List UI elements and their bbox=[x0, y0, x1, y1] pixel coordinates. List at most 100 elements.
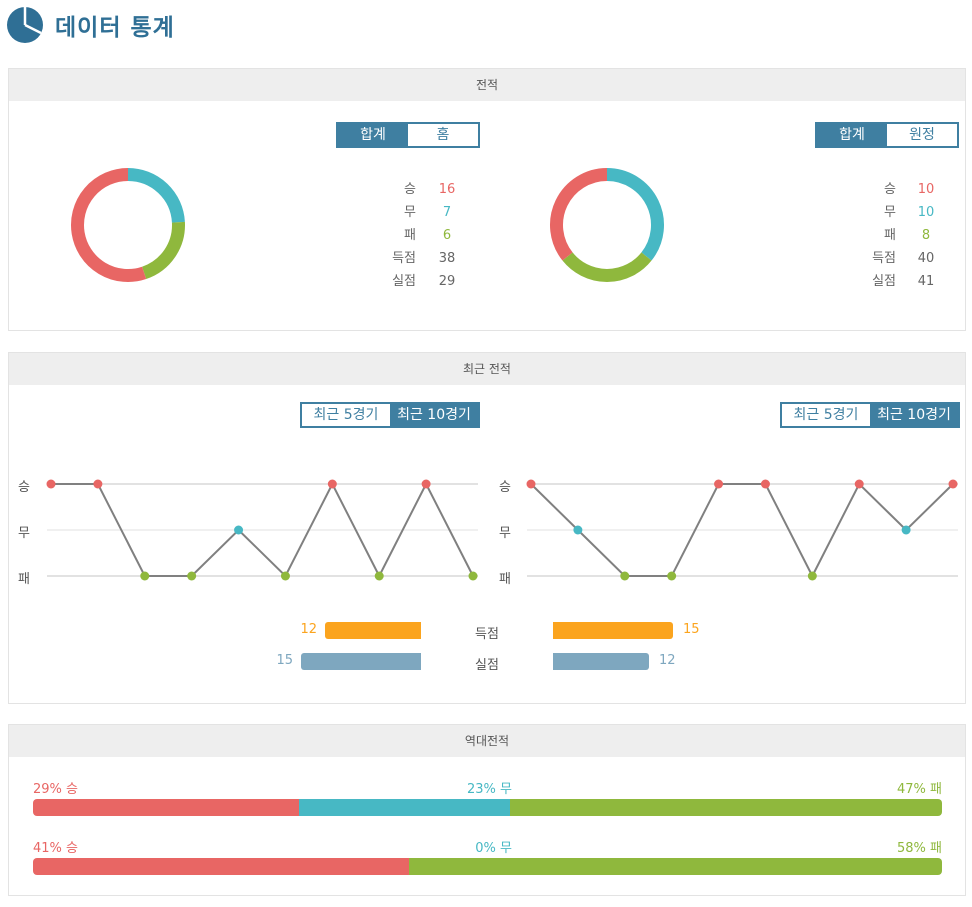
form-point-W bbox=[854, 479, 864, 489]
stat-scored-label: 득점 bbox=[376, 247, 416, 270]
form-point-W bbox=[948, 479, 958, 489]
form-line bbox=[51, 481, 474, 579]
level-label: 패 bbox=[18, 572, 30, 587]
stat-draw-label: 무 bbox=[376, 201, 416, 224]
tab-away[interactable]: 원정 bbox=[887, 124, 957, 146]
form-point-W bbox=[760, 479, 770, 489]
form-line bbox=[530, 482, 954, 579]
recent-toggle-right: 최근 5경기 최근 10경기 bbox=[780, 402, 960, 428]
conceded-label: 실점 bbox=[475, 658, 499, 673]
stat-label: 무 bbox=[884, 205, 896, 220]
stat-value: 6 bbox=[442, 228, 452, 243]
level-label: 패 bbox=[499, 572, 511, 587]
h2h-win-label: 29% 승 bbox=[33, 782, 78, 797]
stat-label: 패 bbox=[404, 228, 416, 243]
stat-value: 40 bbox=[917, 251, 935, 266]
scored-value-right: 15 bbox=[683, 622, 700, 637]
recent-form-charts bbox=[46, 479, 958, 581]
stat-label: 득점 bbox=[872, 251, 896, 266]
h2h-header: 역대전적 bbox=[9, 725, 965, 757]
stat-win-value: 10 bbox=[911, 178, 941, 201]
conceded-bar-left bbox=[301, 653, 421, 670]
donut-slice-loss bbox=[141, 221, 185, 280]
stat-conceded-label: 실점 bbox=[856, 270, 896, 293]
h2h-loss-label: 58% 패 bbox=[897, 841, 942, 856]
stat-scored-label: 득점 bbox=[856, 247, 896, 270]
stat-value: 10 bbox=[917, 182, 935, 197]
tab-recent-10[interactable]: 최근 10경기 bbox=[390, 404, 478, 426]
record-donut-right bbox=[550, 168, 664, 282]
stat-loss-value: 8 bbox=[911, 224, 941, 247]
stat-label: 무 bbox=[404, 205, 416, 220]
h2h-loss-label: 47% 패 bbox=[897, 782, 942, 797]
form-point-L bbox=[280, 571, 290, 581]
h2h-win-segment bbox=[33, 858, 410, 875]
conceded-value-right: 12 bbox=[659, 653, 676, 668]
tab-home[interactable]: 홈 bbox=[408, 124, 478, 146]
form-point-L bbox=[807, 571, 817, 581]
scored-bar-right bbox=[553, 622, 673, 639]
form-point-L bbox=[620, 571, 630, 581]
tab-total[interactable]: 합계 bbox=[338, 124, 408, 146]
stat-loss-value: 6 bbox=[432, 224, 462, 247]
scored-bar-left bbox=[325, 622, 421, 639]
scored-value-left: 12 bbox=[300, 622, 317, 637]
h2h-loss-segment bbox=[510, 799, 942, 816]
tab-recent-5[interactable]: 최근 5경기 bbox=[302, 404, 390, 426]
h2h-win-label: 41% 승 bbox=[33, 841, 78, 856]
stat-loss-label: 패 bbox=[376, 224, 416, 247]
form-point-W bbox=[421, 479, 431, 489]
stat-scored-value: 38 bbox=[432, 247, 462, 270]
stat-value: 7 bbox=[442, 205, 452, 220]
stat-conceded-label: 실점 bbox=[376, 270, 416, 293]
scored-label: 득점 bbox=[475, 627, 499, 642]
h2h-draw-segment bbox=[299, 799, 511, 816]
stat-draw-label: 무 bbox=[856, 201, 896, 224]
form-point-L bbox=[374, 571, 384, 581]
form-point-L bbox=[468, 571, 478, 581]
h2h-draw-label: 0% 무 bbox=[475, 841, 512, 856]
form-point-D bbox=[234, 525, 244, 535]
form-point-W bbox=[714, 479, 724, 489]
away-toggle: 합계 원정 bbox=[815, 122, 959, 148]
form-point-L bbox=[187, 571, 197, 581]
stat-win-label: 승 bbox=[856, 178, 896, 201]
stat-label: 승 bbox=[884, 182, 896, 197]
stat-label: 실점 bbox=[392, 274, 416, 289]
stat-label: 패 bbox=[884, 228, 896, 243]
tab-recent-10[interactable]: 최근 10경기 bbox=[870, 404, 958, 426]
tab-recent-5[interactable]: 최근 5경기 bbox=[782, 404, 870, 426]
tab-total[interactable]: 합계 bbox=[817, 124, 887, 146]
level-label: 무 bbox=[499, 526, 511, 541]
stat-value: 8 bbox=[921, 228, 931, 243]
stat-loss-label: 패 bbox=[856, 224, 896, 247]
stat-value: 16 bbox=[438, 182, 456, 197]
level-label: 승 bbox=[499, 480, 511, 495]
h2h-bar bbox=[33, 858, 942, 875]
stat-draw-value: 10 bbox=[911, 201, 941, 224]
stat-win-value: 16 bbox=[432, 178, 462, 201]
stat-label: 득점 bbox=[392, 251, 416, 266]
stat-conceded-value: 41 bbox=[911, 270, 941, 293]
page-title: 데이터 통계 bbox=[55, 15, 175, 41]
pie-chart-icon bbox=[7, 7, 43, 43]
donut-slice-draw bbox=[606, 168, 664, 261]
h2h-loss-segment bbox=[409, 858, 942, 875]
form-point-W bbox=[327, 479, 337, 489]
conceded-value-left: 15 bbox=[276, 653, 293, 668]
donut-slice-draw bbox=[127, 168, 185, 223]
stat-scored-value: 40 bbox=[911, 247, 941, 270]
donut-slice-loss bbox=[562, 252, 652, 282]
form-point-W bbox=[46, 479, 56, 489]
form-point-D bbox=[901, 525, 911, 535]
stat-conceded-value: 29 bbox=[432, 270, 462, 293]
record-donut-left bbox=[71, 168, 185, 282]
form-point-L bbox=[667, 571, 677, 581]
form-point-W bbox=[526, 479, 536, 489]
form-point-W bbox=[93, 479, 103, 489]
stat-label: 실점 bbox=[872, 274, 896, 289]
level-label: 승 bbox=[18, 480, 30, 495]
h2h-win-segment bbox=[33, 799, 300, 816]
h2h-draw-label: 23% 무 bbox=[467, 782, 512, 797]
donut-slice-win bbox=[550, 168, 608, 261]
